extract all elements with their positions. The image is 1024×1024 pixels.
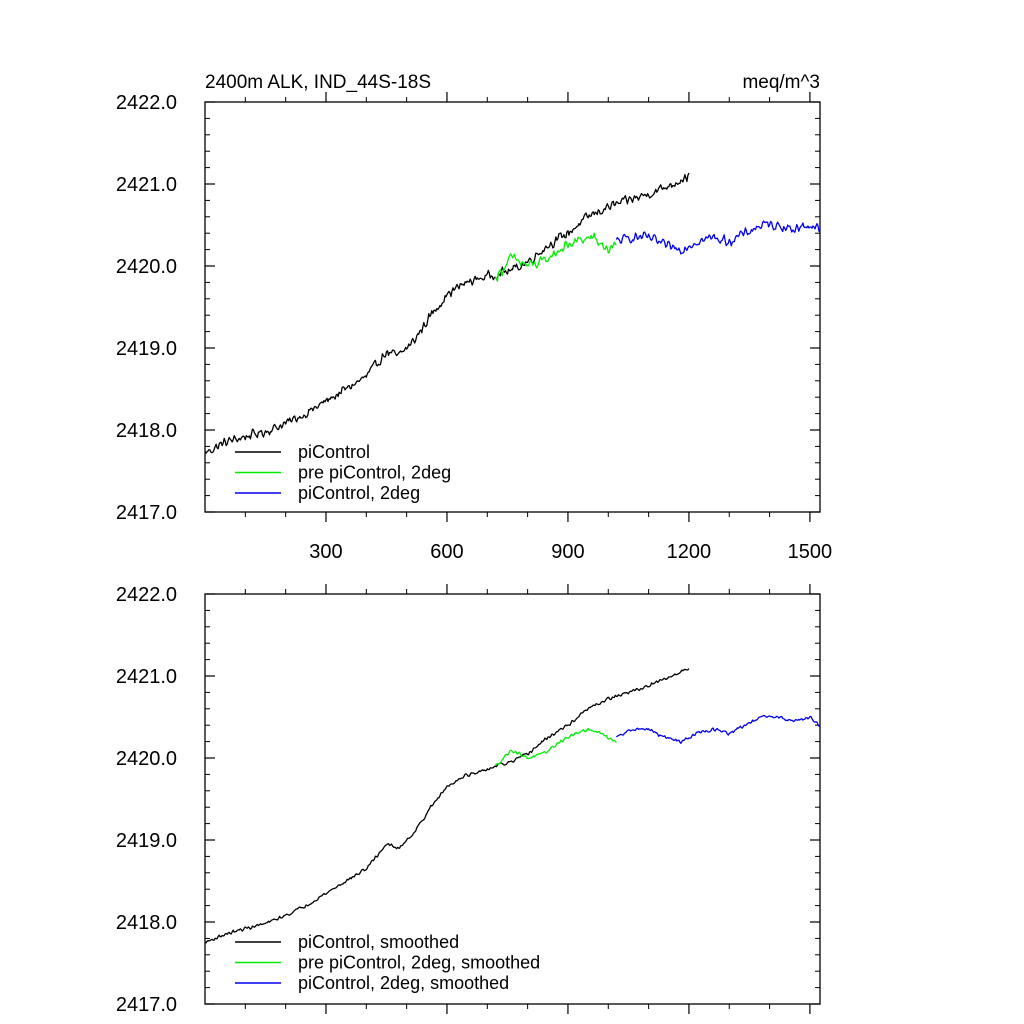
top-axis-ticks: 300 600 900 1200 1500 2417.0 2418.0 2419.0 2420.… [116, 92, 832, 563]
top-x-tick-label: 1200 [667, 541, 712, 563]
bottom-legend-label: piControl, smoothed [298, 932, 459, 952]
top-y-tick-label: 2417.0 [116, 502, 177, 524]
top-plot-frame [204, 101, 821, 513]
top-legend-label: piControl, 2deg [298, 483, 420, 503]
bottom-y-tick-label: 2419.0 [116, 830, 177, 852]
top-panel: 2400m ALK, IND_44S-18S meq/m^3 300 600 900… [116, 72, 832, 563]
top-y-tick-label: 2419.0 [116, 338, 177, 360]
bottom-series-line-2 [494, 727, 617, 766]
top-y-tick-label: 2421.0 [116, 174, 177, 196]
top-y-tick-label: 2422.0 [116, 92, 177, 114]
bottom-y-tick-label: 2420.0 [116, 748, 177, 770]
top-series-line-1 [204, 172, 690, 454]
top-y-tick-label: 2418.0 [116, 420, 177, 442]
top-legend-label: pre piControl, 2deg [298, 463, 451, 483]
top-y-tick-label: 2420.0 [116, 256, 177, 278]
bottom-series-line-3 [615, 714, 821, 744]
top-x-tick-label: 600 [430, 541, 463, 563]
bottom-legend-label: pre piControl, 2deg, smoothed [298, 953, 540, 973]
top-series-line-2 [494, 232, 617, 282]
top-series-group [204, 172, 821, 454]
top-series-line-3 [615, 220, 821, 255]
bottom-y-tick-label: 2421.0 [116, 666, 177, 688]
bottom-axis-ticks: 2417.0 2418.0 2419.0 2420.0 2421.0 2422.0 [116, 584, 820, 1016]
top-chart-units: meq/m^3 [742, 72, 820, 93]
bottom-legend-label: piControl, 2deg, smoothed [298, 973, 509, 993]
top-chart-title: 2400m ALK, IND_44S-18S [205, 72, 431, 93]
bottom-y-tick-label: 2418.0 [116, 912, 177, 934]
top-x-tick-label: 900 [551, 541, 584, 563]
bottom-y-tick-label: 2422.0 [116, 584, 177, 606]
bottom-series-group [204, 668, 821, 944]
bottom-plot-frame [204, 593, 821, 1005]
bottom-series-line-1 [204, 668, 690, 944]
bottom-panel: 2417.0 2418.0 2419.0 2420.0 2421.0 2422.0 piC… [116, 584, 821, 1016]
bottom-y-tick-label: 2417.0 [116, 994, 177, 1016]
top-x-tick-label: 300 [309, 541, 342, 563]
top-x-tick-label: 1500 [788, 541, 833, 563]
top-legend-label: piControl [298, 442, 370, 462]
